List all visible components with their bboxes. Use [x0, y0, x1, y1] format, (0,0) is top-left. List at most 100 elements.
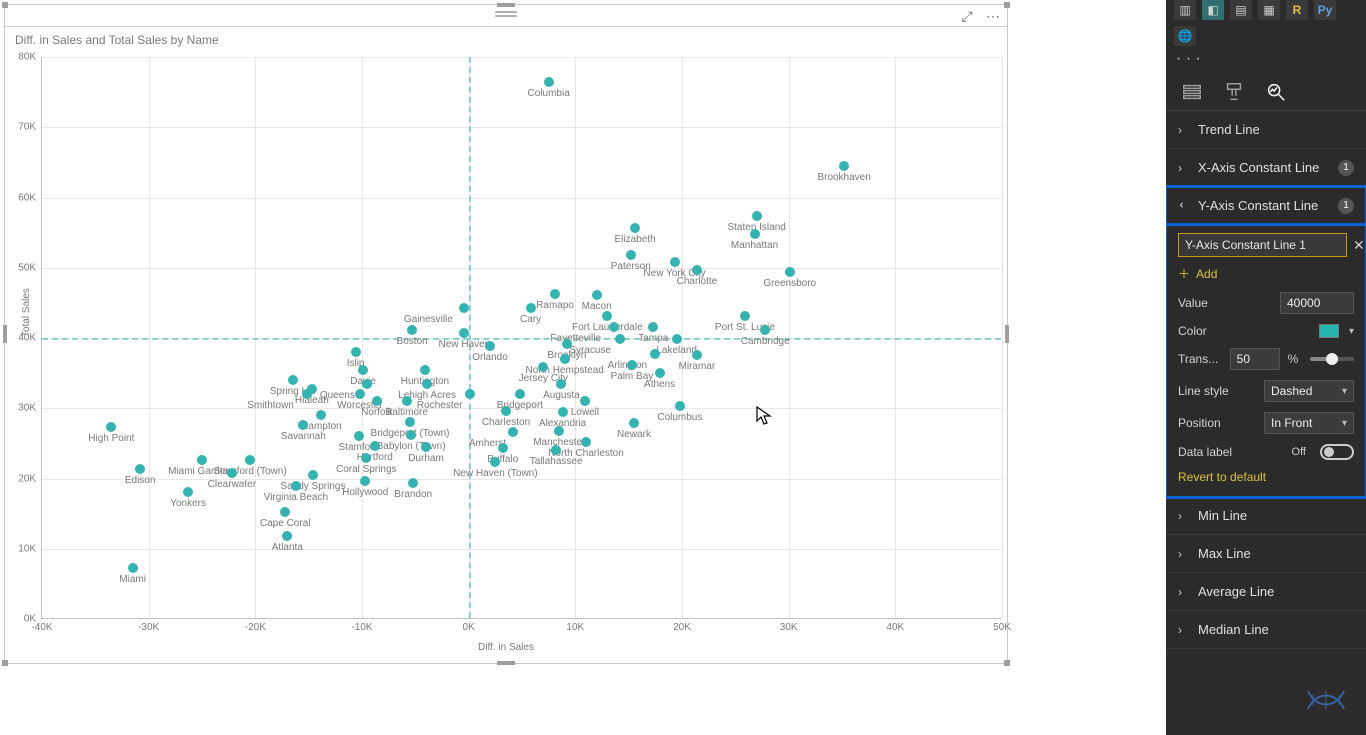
data-point[interactable] — [420, 365, 430, 375]
data-point[interactable] — [422, 379, 432, 389]
data-point[interactable] — [670, 257, 680, 267]
visual-drag-grip[interactable] — [495, 11, 517, 19]
resize-handle-sw[interactable] — [2, 660, 8, 666]
data-point[interactable] — [459, 303, 469, 313]
data-point[interactable] — [626, 250, 636, 260]
data-point[interactable] — [629, 418, 639, 428]
revert-to-default-button[interactable]: Revert to default — [1178, 470, 1354, 484]
add-instance-button[interactable]: ＋Add — [1178, 265, 1354, 282]
data-point[interactable] — [183, 487, 193, 497]
data-point[interactable] — [465, 389, 475, 399]
data-point[interactable] — [615, 334, 625, 344]
data-point[interactable] — [562, 339, 572, 349]
data-point[interactable] — [288, 375, 298, 385]
data-point[interactable] — [308, 470, 318, 480]
data-point[interactable] — [648, 322, 658, 332]
data-point[interactable] — [498, 443, 508, 453]
resize-handle-se[interactable] — [1004, 660, 1010, 666]
data-point[interactable] — [556, 379, 566, 389]
data-point[interactable] — [405, 417, 415, 427]
more-options-button[interactable]: ⋯ — [985, 8, 1001, 24]
data-point[interactable] — [298, 420, 308, 430]
section-header-max[interactable]: ›Max Line — [1166, 535, 1366, 573]
color-dropdown-caret[interactable]: ▾ — [1349, 326, 1354, 337]
data-point[interactable] — [538, 362, 548, 372]
data-point[interactable] — [421, 442, 431, 452]
data-point[interactable] — [692, 350, 702, 360]
data-point[interactable] — [459, 328, 469, 338]
data-point[interactable] — [550, 289, 560, 299]
data-point[interactable] — [362, 379, 372, 389]
viz-type-tile-py[interactable]: Py — [1314, 0, 1336, 20]
section-header-avg[interactable]: ›Average Line — [1166, 573, 1366, 611]
data-point[interactable] — [650, 349, 660, 359]
data-point[interactable] — [560, 354, 570, 364]
section-header-yconst[interactable]: ⌄Y-Axis Constant Line1 — [1166, 187, 1366, 225]
data-point[interactable] — [785, 267, 795, 277]
data-point[interactable] — [760, 325, 770, 335]
plot-area[interactable]: 0K10K20K30K40K50K60K70K80K-40K-30K-20K-1… — [41, 57, 1001, 619]
fields-tab[interactable] — [1180, 80, 1204, 104]
data-point[interactable] — [358, 365, 368, 375]
data-point[interactable] — [408, 478, 418, 488]
format-tab[interactable] — [1222, 80, 1246, 104]
data-point[interactable] — [580, 396, 590, 406]
data-point[interactable] — [227, 468, 237, 478]
data-point[interactable] — [627, 360, 637, 370]
resize-handle-s[interactable] — [497, 661, 515, 665]
data-point[interactable] — [197, 455, 207, 465]
transparency-input[interactable] — [1230, 348, 1280, 370]
data-point[interactable] — [602, 311, 612, 321]
viz-type-tile-v1[interactable]: ▥ — [1174, 0, 1196, 20]
data-point[interactable] — [675, 401, 685, 411]
data-point[interactable] — [407, 325, 417, 335]
analytics-tab[interactable] — [1264, 80, 1288, 104]
data-point[interactable] — [282, 531, 292, 541]
data-point[interactable] — [361, 453, 371, 463]
transparency-slider[interactable] — [1310, 357, 1354, 361]
data-point[interactable] — [370, 441, 380, 451]
data-point[interactable] — [402, 396, 412, 406]
data-point[interactable] — [750, 229, 760, 239]
datalabel-toggle[interactable] — [1320, 444, 1354, 460]
data-point[interactable] — [839, 161, 849, 171]
data-point[interactable] — [655, 368, 665, 378]
data-point[interactable] — [128, 563, 138, 573]
data-point[interactable] — [406, 430, 416, 440]
data-point[interactable] — [245, 455, 255, 465]
data-point[interactable] — [302, 389, 312, 399]
value-input[interactable] — [1280, 292, 1354, 314]
color-picker[interactable] — [1319, 324, 1339, 338]
report-canvas[interactable]: ⤢ ⋯ Diff. in Sales and Total Sales by Na… — [0, 0, 1166, 735]
resize-handle-e[interactable] — [1005, 325, 1009, 343]
data-point[interactable] — [630, 223, 640, 233]
data-point[interactable] — [752, 211, 762, 221]
scatter-visual[interactable]: ⤢ ⋯ Diff. in Sales and Total Sales by Na… — [4, 4, 1008, 664]
data-point[interactable] — [372, 396, 382, 406]
data-point[interactable] — [508, 427, 518, 437]
data-point[interactable] — [106, 422, 116, 432]
data-point[interactable] — [485, 341, 495, 351]
section-header-med[interactable]: ›Median Line — [1166, 611, 1366, 649]
section-header-xconst[interactable]: ›X-Axis Constant Line1 — [1166, 149, 1366, 187]
data-point[interactable] — [501, 406, 511, 416]
data-point[interactable] — [316, 410, 326, 420]
viz-type-tile-globe[interactable]: 🌐 — [1174, 26, 1196, 46]
data-point[interactable] — [592, 290, 602, 300]
resize-handle-w[interactable] — [3, 325, 7, 343]
data-point[interactable] — [672, 334, 682, 344]
data-point[interactable] — [544, 77, 554, 87]
viz-type-tile-v3[interactable]: ▤ — [1230, 0, 1252, 20]
data-point[interactable] — [609, 322, 619, 332]
viz-type-tile-v2[interactable]: ◧ — [1202, 0, 1224, 20]
data-point[interactable] — [280, 507, 290, 517]
data-point[interactable] — [354, 431, 364, 441]
data-point[interactable] — [515, 389, 525, 399]
remove-instance-button[interactable]: ✕ — [1353, 237, 1365, 254]
section-header-min[interactable]: ›Min Line — [1166, 497, 1366, 535]
more-visuals-button[interactable]: · · · — [1166, 50, 1366, 72]
data-point[interactable] — [551, 445, 561, 455]
data-point[interactable] — [526, 303, 536, 313]
data-point[interactable] — [355, 389, 365, 399]
viz-type-tile-r[interactable]: R — [1286, 0, 1308, 20]
